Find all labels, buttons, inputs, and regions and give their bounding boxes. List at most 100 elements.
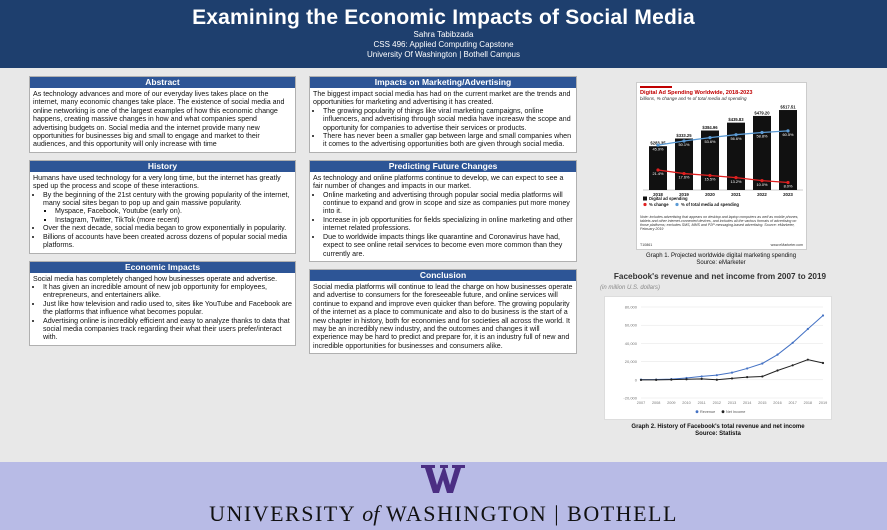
x-tick-label: 2019	[819, 401, 827, 405]
change-point	[760, 179, 764, 183]
bar-value-label: $384.96	[702, 125, 718, 130]
revenue-point	[730, 371, 734, 374]
chart-title: Digital Ad Spending Worldwide, 2018-2023	[640, 90, 753, 96]
graph2-subtitle: (in million U.S. dollars)	[600, 285, 661, 291]
revenue-point	[821, 314, 825, 317]
share-line	[657, 130, 789, 146]
revenue-point	[715, 374, 718, 377]
revenue-point	[776, 353, 779, 356]
net-income-point	[776, 369, 779, 372]
share-value-label: 60.5%	[782, 132, 794, 137]
share-value-label: 56.6%	[730, 136, 742, 141]
graph2-title: Facebook's revenue and net income from 2…	[613, 272, 827, 281]
conclusion-text: Social media platforms will continue to …	[313, 282, 573, 350]
share-point	[734, 133, 738, 137]
list-item: Billions of accounts have been created a…	[43, 233, 292, 250]
middle-column: Impacts on Marketing/Advertising The big…	[309, 76, 577, 361]
change-value-label: 10.0%	[756, 182, 768, 187]
economic-section: Economic Impacts Social media has comple…	[29, 260, 296, 346]
list-item: Just like how television and radio used …	[43, 300, 292, 317]
list-item: The growing popularity of things like vi…	[323, 107, 573, 132]
change-value-label: 17.6%	[678, 175, 690, 180]
y-tick-label: 0	[635, 377, 638, 382]
x-tick-label: 2016	[773, 401, 781, 405]
digital-ad-spending-chart: Digital Ad Spending Worldwide, 2018-2023…	[636, 82, 807, 250]
list-item: Instagram, Twitter, TikTok (more recent)	[55, 216, 292, 224]
net-income-point	[639, 378, 643, 382]
abstract-section: Abstract As technology advances and more…	[29, 76, 296, 153]
share-point	[760, 130, 764, 135]
revenue-point	[746, 367, 749, 370]
legend-label: % of total media ad spending	[681, 202, 739, 207]
course-name: CSS 496: Applied Computing Capstone	[373, 40, 514, 49]
campus-name: University Of Washington | Bothell Campu…	[367, 50, 520, 59]
change-value-label: 13.2%	[730, 179, 742, 184]
x-tick-label: 2011	[698, 401, 706, 405]
x-tick-label: 2018	[653, 192, 663, 197]
revenue-point	[806, 327, 809, 331]
net-income-point	[761, 375, 764, 378]
predicting-heading: Predicting Future Changes	[310, 160, 576, 172]
digital-ad-spending-svg: Digital Ad Spending Worldwide, 2018-2023…	[640, 86, 803, 247]
list-item: Over the next decade, social media began…	[43, 224, 292, 232]
x-tick-label: 2014	[743, 401, 751, 405]
university-wordmark: UNIVERSITY of WASHINGTON | BOTHELL	[209, 501, 678, 526]
graph1-caption: Graph 1. Projected worldwide digital mar…	[645, 253, 797, 259]
x-tick-label: 2008	[652, 401, 660, 405]
chart-footer-site: www.eMarketer.com	[771, 243, 803, 247]
x-tick-label: 2023	[783, 192, 793, 197]
y-tick-label: -20,000	[623, 396, 637, 401]
graph2-source: Source: Statista	[695, 431, 741, 437]
bar-value-label: $517.51	[780, 105, 796, 110]
graph1-caption-block: Graph 1. Projected worldwide digital mar…	[606, 253, 836, 267]
x-tick-label: 2013	[728, 401, 736, 405]
change-point	[708, 173, 712, 178]
marketing-heading: Impacts on Marketing/Advertising	[310, 77, 576, 88]
net-income-point	[821, 361, 825, 365]
change-value-label: 15.5%	[704, 177, 716, 182]
net-income-point	[655, 378, 658, 381]
ad-spending-bar	[649, 146, 667, 190]
revenue-point	[791, 341, 794, 344]
ad-spending-bar	[779, 110, 797, 190]
x-tick-label: 2020	[705, 192, 715, 197]
legend-label: Digital ad spending	[649, 196, 688, 201]
change-line	[657, 169, 789, 184]
legend-label: % change	[649, 202, 669, 207]
x-tick-label: 2015	[758, 401, 766, 405]
marketing-list: The growing popularity of things like vi…	[323, 107, 573, 149]
ad-spending-bar	[753, 115, 771, 190]
legend-swatch	[721, 410, 725, 414]
list-item: By the beginning of the 21st century wit…	[43, 191, 292, 225]
net-income-point	[685, 378, 688, 381]
y-tick-label: 20,000	[625, 359, 638, 364]
change-point	[786, 180, 790, 185]
net-income-point	[715, 378, 718, 381]
change-point	[682, 171, 686, 176]
author-name: Sahra Tabibzada	[413, 30, 474, 39]
change-value-label: 8.0%	[784, 184, 793, 189]
share-point	[786, 129, 790, 133]
economic-list: It has given an incredible amount of new…	[43, 283, 292, 342]
chart-note: Note: includes advertising that appears …	[640, 215, 799, 232]
marketing-intro: The biggest impact social media has had …	[313, 90, 571, 107]
net-income-point	[670, 378, 673, 381]
legend-swatch	[643, 202, 647, 207]
net-income-point	[806, 358, 809, 361]
legend-swatch	[643, 196, 647, 201]
x-tick-label: 2021	[731, 192, 741, 197]
y-tick-label: 80,000	[625, 305, 638, 310]
graph1-source: Source: eMarketer	[696, 260, 746, 266]
left-column: Abstract As technology advances and more…	[29, 76, 296, 353]
bar-value-label: $479.20	[754, 110, 770, 115]
poster-header: Examining the Economic Impacts of Social…	[0, 0, 887, 68]
list-item: There has never been a smaller gap betwe…	[323, 132, 573, 149]
uw-w-logo	[421, 465, 465, 493]
net-income-point	[746, 376, 749, 379]
change-point	[734, 176, 738, 180]
history-heading: History	[30, 160, 295, 172]
conclusion-section: Conclusion Social media platforms will c…	[309, 268, 577, 355]
legend-swatch	[695, 410, 699, 414]
revenue-point	[761, 362, 764, 365]
